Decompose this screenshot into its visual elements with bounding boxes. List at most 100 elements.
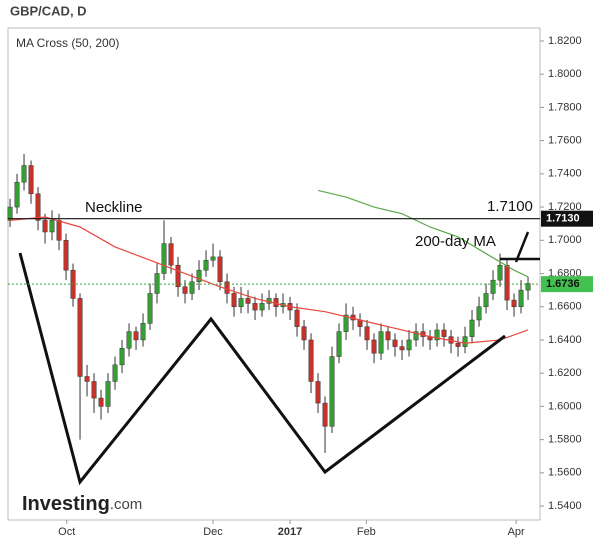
- candle-body: [161, 243, 167, 274]
- y-tick-label: 1.6000: [548, 400, 582, 412]
- candle-body: [56, 220, 62, 241]
- candle-body: [42, 220, 48, 233]
- candle-body: [210, 256, 216, 261]
- candle-body: [98, 397, 104, 407]
- x-tick-label: Feb: [357, 526, 376, 538]
- y-tick-label: 1.5400: [548, 500, 582, 512]
- ma-line: [9, 216, 529, 344]
- candle-body: [301, 326, 307, 341]
- candle-body: [322, 402, 328, 427]
- candle-body: [21, 165, 27, 183]
- ma-line: [317, 189, 529, 278]
- candle-body: [490, 279, 496, 294]
- y-tick-label: 1.5600: [548, 467, 582, 479]
- candle-body: [175, 264, 181, 288]
- candle-body: [511, 299, 517, 307]
- candle-body: [469, 319, 475, 337]
- annotation: Neckline: [85, 199, 143, 216]
- candle-body: [105, 381, 111, 407]
- candle-body: [126, 331, 132, 349]
- plot-frame: [7, 27, 541, 521]
- candle-body: [476, 306, 482, 321]
- candle-body: [392, 339, 398, 347]
- candle-body: [441, 329, 447, 337]
- y-tick-label: 1.7800: [548, 101, 582, 113]
- candle-body: [49, 220, 55, 233]
- candle-body: [483, 293, 489, 307]
- candle-body: [91, 381, 97, 399]
- candle-body: [203, 259, 209, 271]
- y-tick-label: 1.7600: [548, 135, 582, 147]
- candle-body: [224, 281, 230, 294]
- candle-body: [119, 347, 125, 366]
- candle-body: [455, 343, 461, 347]
- annotation-arrow: [514, 231, 530, 263]
- candle-body: [217, 256, 223, 283]
- candle-body: [112, 364, 118, 382]
- candle-body: [518, 289, 524, 307]
- neckline-label: 1.7130: [546, 213, 580, 225]
- candle-body: [28, 165, 34, 195]
- annotation: 1.7100: [487, 198, 533, 215]
- candle-body: [357, 319, 363, 327]
- candle-body: [399, 346, 405, 351]
- logo-main: Investing: [22, 493, 110, 515]
- y-tick-label: 1.7200: [548, 201, 582, 213]
- candle-body: [238, 298, 244, 307]
- logo-suffix: .com: [110, 496, 143, 513]
- x-tick-label: Apr: [508, 526, 525, 538]
- candle-body: [385, 331, 391, 341]
- candle-body: [252, 303, 258, 311]
- candle-body: [168, 243, 174, 266]
- y-tick-label: 1.6400: [548, 334, 582, 346]
- last-price-label: 1.6736: [546, 278, 580, 290]
- x-tick-label: 2017: [278, 526, 302, 538]
- candle-body: [140, 323, 146, 341]
- candle-body: [434, 329, 440, 341]
- candle-body: [84, 376, 90, 382]
- candle-body: [182, 286, 188, 294]
- candle-body: [343, 314, 349, 332]
- y-tick-label: 1.7000: [548, 234, 582, 246]
- candle-body: [462, 336, 468, 347]
- candle-body: [77, 298, 83, 377]
- candle-body: [504, 264, 510, 301]
- y-tick-label: 1.8000: [548, 68, 582, 80]
- candle-body: [245, 298, 251, 304]
- annotation: 200-day MA: [415, 233, 496, 250]
- candle-body: [133, 331, 139, 341]
- y-tick-label: 1.5800: [548, 434, 582, 446]
- candle-body: [308, 339, 314, 382]
- x-tick-label: Dec: [203, 526, 223, 538]
- pattern-lines: [18, 252, 506, 486]
- candle-body: [147, 293, 153, 324]
- candle-body: [154, 273, 160, 294]
- candle-body: [378, 331, 384, 354]
- candle-body: [336, 331, 342, 357]
- candle-body: [189, 281, 195, 294]
- y-tick-label: 1.8200: [548, 35, 582, 47]
- candle-body: [196, 269, 202, 283]
- candle-body: [497, 264, 503, 281]
- marks: [7, 40, 544, 524]
- chart-title: GBP/CAD, D: [10, 3, 87, 18]
- candle-body: [525, 283, 531, 291]
- candle-body: [259, 303, 265, 311]
- candle-body: [329, 356, 335, 427]
- y-tick-label: 1.6600: [548, 301, 582, 313]
- last-price-box: [541, 276, 593, 293]
- candle-body: [413, 331, 419, 341]
- candle-body: [63, 240, 69, 271]
- neckline-label-box: [541, 210, 593, 227]
- candle-body: [14, 181, 20, 208]
- candle-body: [406, 339, 412, 351]
- y-tick-label: 1.6200: [548, 367, 582, 379]
- x-tick-label: Oct: [58, 526, 75, 538]
- candle-body: [35, 193, 41, 221]
- indicator-label: MA Cross (50, 200): [16, 36, 119, 50]
- logo: Investing.com: [22, 493, 142, 515]
- y-tick-label: 1.7400: [548, 168, 582, 180]
- candle-body: [371, 339, 377, 354]
